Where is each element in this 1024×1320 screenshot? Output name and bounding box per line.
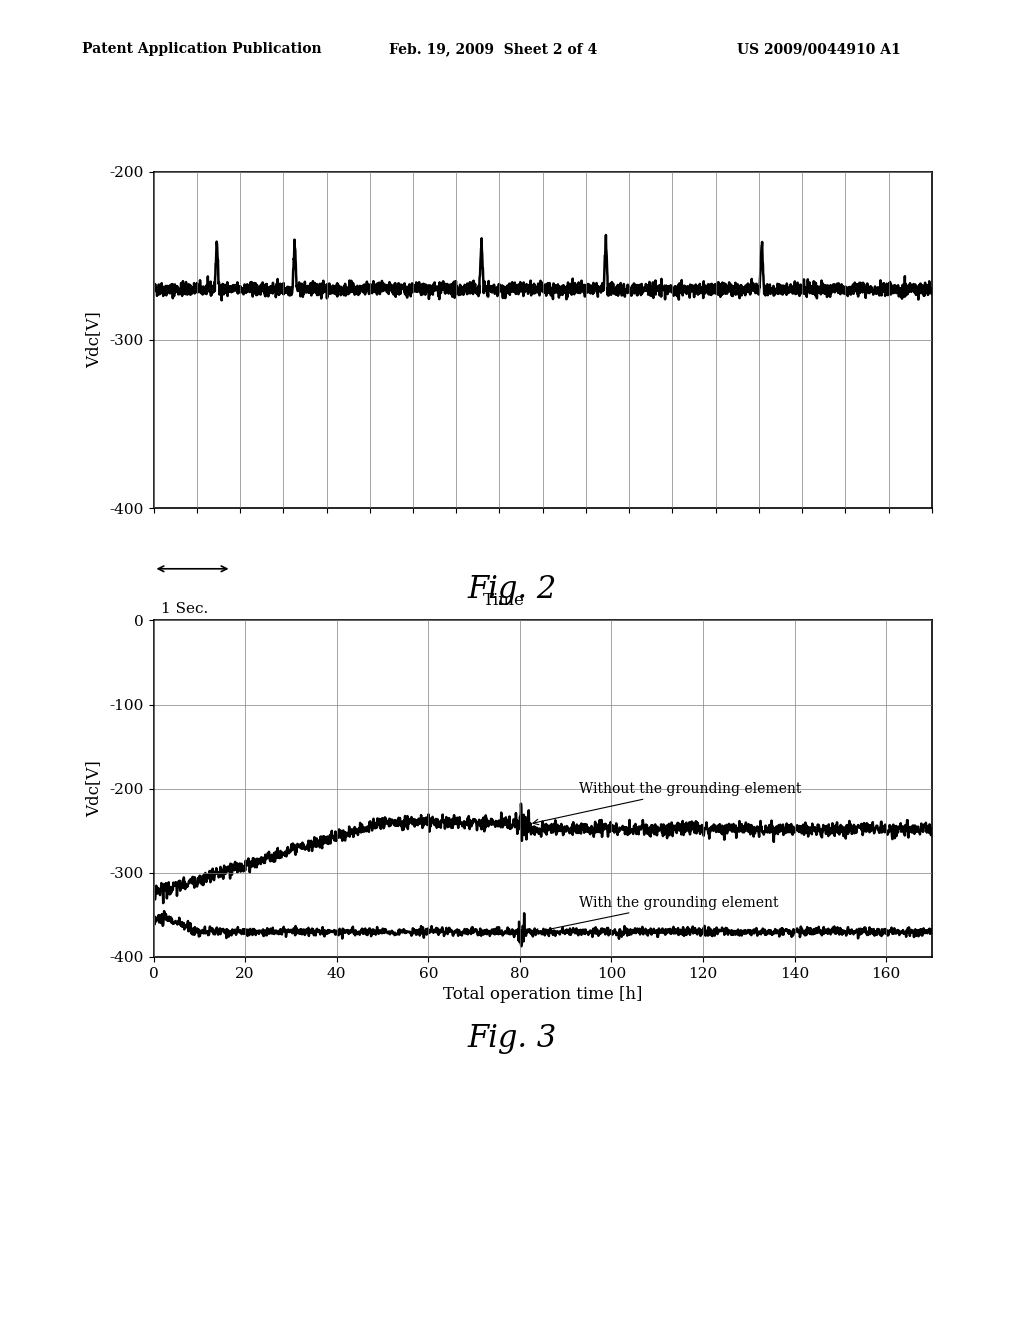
Text: Without the grounding element: Without the grounding element	[532, 781, 802, 825]
Text: Fig. 2: Fig. 2	[467, 574, 557, 605]
Y-axis label: Vdc[V]: Vdc[V]	[86, 760, 102, 817]
Text: Fig. 3: Fig. 3	[467, 1023, 557, 1053]
Text: Patent Application Publication: Patent Application Publication	[82, 42, 322, 57]
Y-axis label: Vdc[V]: Vdc[V]	[86, 312, 102, 368]
X-axis label: Total operation time [h]: Total operation time [h]	[443, 986, 642, 1003]
Text: With the grounding element: With the grounding element	[532, 895, 779, 935]
Text: Time: Time	[483, 593, 524, 610]
Text: US 2009/0044910 A1: US 2009/0044910 A1	[737, 42, 901, 57]
Text: Feb. 19, 2009  Sheet 2 of 4: Feb. 19, 2009 Sheet 2 of 4	[389, 42, 597, 57]
Text: 1 Sec.: 1 Sec.	[162, 602, 209, 616]
